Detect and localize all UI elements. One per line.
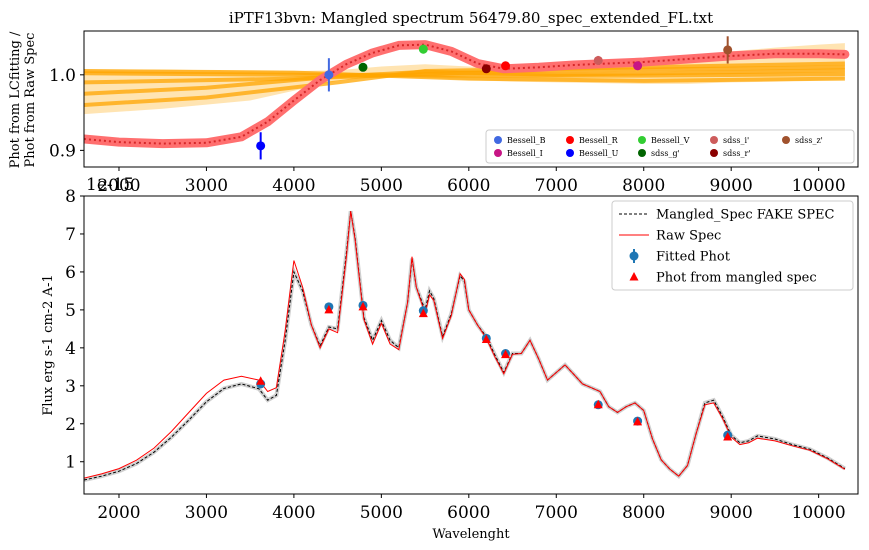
top-legend: Bessell_B Bessell_I Bessell_R Bessell_U Bess… [485,129,855,164]
phot-mangled-point-3 [418,308,428,318]
bottom-legend-label-1: Raw Spec [656,229,721,244]
bottom-ytick-label-1: 2 [65,415,76,435]
phot-mangled-point-2 [358,301,368,311]
top-chart-title: iPTF13bvn: Mangled spectrum 56479.80_spe… [229,9,713,27]
top-legend-label-1-1: Bessell_U [579,149,619,158]
ratio-point-5 [358,62,368,72]
top-legend-label-2-1: sdss_g' [651,149,680,158]
top-ylabel-line1: Phot from LCfitting / [8,31,23,168]
top-xtick-label-3: 5000 [360,176,403,196]
bottom-xtick-label-3: 5000 [360,503,403,523]
flux-panel: 2000 3000 4000 5000 6000 7000 8000 9000 10000 1 2 3… [65,187,859,523]
top-ylabel-line2: Phot from Raw Spec [23,33,38,168]
bottom-legend: Mangled_Spec FAKE SPEC Raw Spec Fitted Pho… [611,200,854,291]
phot-mangled-point-5 [501,349,511,359]
bottom-legend-marker-3 [629,272,639,281]
top-axes-frame [83,30,859,168]
top-legend-marker-0-1 [494,149,502,157]
top-legend-marker-3-1 [710,149,718,157]
bottom-xtick-label-2: 4000 [272,503,315,523]
bottom-ytick-label-4: 5 [65,301,76,321]
phot-mangled-point-4 [481,334,491,343]
bottom-ytick-label-2: 3 [65,377,76,397]
bottom-ytick-label-5: 6 [65,263,76,283]
bottom-xtick-label-5: 7000 [535,503,578,523]
top-plot-area [84,36,850,160]
top-legend-label-0-1: Bessell_I [507,149,543,158]
ratio-point-2 [501,61,511,71]
offset-text: 1e-15 [86,175,134,195]
phot-mangled-point-0 [256,376,266,385]
top-legend-label-1-0: Bessell_R [579,136,619,145]
bottom-axes-frame [83,195,859,495]
ratio-panel: 2000 3000 4000 5000 6000 7000 8000 9000 10000 0.9… [49,30,859,196]
bottom-xtick-label-0: 2000 [97,503,140,523]
ratio-point-1 [633,61,643,71]
bottom-xtick-label-7: 9000 [710,503,753,523]
raw-spec-line [84,211,846,479]
top-legend-frame [485,129,855,164]
bottom-ytick-label-0: 1 [65,453,76,473]
top-xtick-label-5: 7000 [535,176,578,196]
ratio-curve [84,43,845,145]
top-legend-marker-2-1 [638,149,646,157]
top-legend-label-2-0: Bessell_V [651,136,690,145]
phot-mangled-point-7 [633,416,643,426]
bottom-legend-label-2: Fitted Phot [656,250,731,265]
top-xtick-label-1: 3000 [185,176,228,196]
top-legend-marker-3-0 [710,136,718,144]
bottom-plot-area [84,210,846,482]
bottom-xtick-label-6: 8000 [622,503,665,523]
bottom-xtick-label-4: 6000 [447,503,490,523]
ratio-point-7 [481,64,491,74]
phot-mangled-point-1 [324,304,334,314]
bottom-legend-label-3: Phot from mangled spec [656,271,817,286]
top-xtick-label-8: 10000 [792,176,846,196]
top-legend-label-3-1: sdss_r' [723,149,750,158]
ratio-point-0 [324,70,334,80]
bottom-xlabel: Wavelenght [432,527,510,542]
band-line-4 [84,69,845,83]
top-legend-label-4-0: sdss_z' [795,136,823,145]
bottom-ylabel: Flux erg s-1 cm-2 A-1 [41,274,56,415]
top-legend-marker-2-0 [638,136,646,144]
bottom-legend-label-0: Mangled_Spec FAKE SPEC [656,208,835,223]
bottom-ytick-label-6: 7 [65,225,76,245]
top-ytick-label-0: 0.9 [49,141,76,161]
top-legend-marker-4-0 [782,136,790,144]
top-legend-label-3-0: sdss_i' [723,136,749,145]
top-legend-label-0-0: Bessell_B [507,136,546,145]
bottom-legend-frame [611,200,854,291]
top-xtick-label-0: 2000 [97,176,140,196]
phot-mangled-point-8 [723,432,733,441]
top-xtick-label-7: 9000 [710,176,753,196]
top-legend-marker-1-0 [566,136,574,144]
top-legend-marker-1-1 [566,149,574,157]
top-ytick-label-1: 1.0 [49,66,76,86]
top-xtick-label-6: 8000 [622,176,665,196]
bottom-ytick-label-3: 4 [65,339,76,359]
bottom-legend-marker-2 [629,251,639,261]
ratio-point-6 [593,55,603,65]
bottom-ytick-label-7: 8 [65,187,76,207]
top-xtick-label-4: 6000 [447,176,490,196]
ratio-point-4 [418,44,428,54]
ratio-point-3 [256,141,266,151]
bottom-xtick-label-1: 3000 [185,503,228,523]
top-xtick-label-2: 4000 [272,176,315,196]
ratio-point-8 [723,45,733,55]
top-legend-marker-0-0 [494,136,502,144]
phot-mangled-point-6 [593,399,603,409]
band-line-0 [84,71,845,78]
bottom-xtick-label-8: 10000 [792,503,846,523]
